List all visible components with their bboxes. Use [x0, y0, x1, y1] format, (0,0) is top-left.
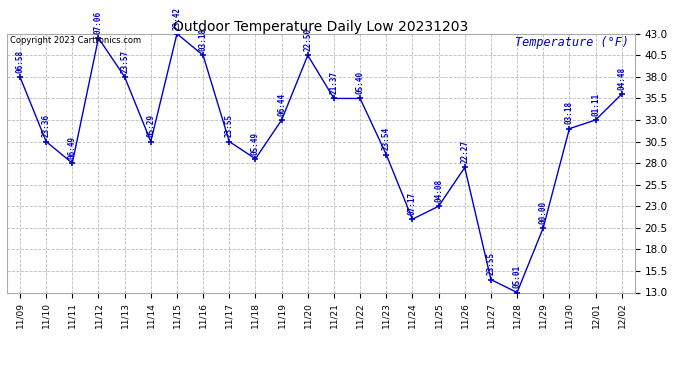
Text: 05:40: 05:40 [355, 71, 364, 94]
Text: 00:00: 00:00 [539, 201, 548, 223]
Text: 05:01: 05:01 [513, 265, 522, 288]
Text: 04:08: 04:08 [434, 179, 443, 202]
Text: 22:27: 22:27 [460, 140, 469, 163]
Text: 23:55: 23:55 [225, 114, 234, 137]
Text: 06:49: 06:49 [68, 136, 77, 159]
Text: 05:49: 05:49 [251, 132, 260, 154]
Text: 04:48: 04:48 [618, 67, 627, 90]
Text: 03:18: 03:18 [565, 101, 574, 124]
Text: 07:17: 07:17 [408, 192, 417, 215]
Title: Outdoor Temperature Daily Low 20231203: Outdoor Temperature Daily Low 20231203 [173, 20, 469, 34]
Text: 23:36: 23:36 [41, 114, 50, 137]
Text: 23:42: 23:42 [172, 6, 181, 30]
Text: Temperature (°F): Temperature (°F) [515, 36, 629, 50]
Text: 07:06: 07:06 [94, 11, 103, 34]
Text: Copyright 2023 Cartronics.com: Copyright 2023 Cartronics.com [10, 36, 141, 45]
Text: 06:58: 06:58 [15, 50, 24, 73]
Text: 22:50: 22:50 [304, 28, 313, 51]
Text: 21:37: 21:37 [329, 71, 338, 94]
Text: 23:55: 23:55 [486, 252, 495, 275]
Text: 05:29: 05:29 [146, 114, 155, 137]
Text: 06:44: 06:44 [277, 93, 286, 116]
Text: 23:57: 23:57 [120, 50, 129, 73]
Text: 23:54: 23:54 [382, 127, 391, 150]
Text: 01:11: 01:11 [591, 93, 600, 116]
Text: 03:18: 03:18 [199, 28, 208, 51]
